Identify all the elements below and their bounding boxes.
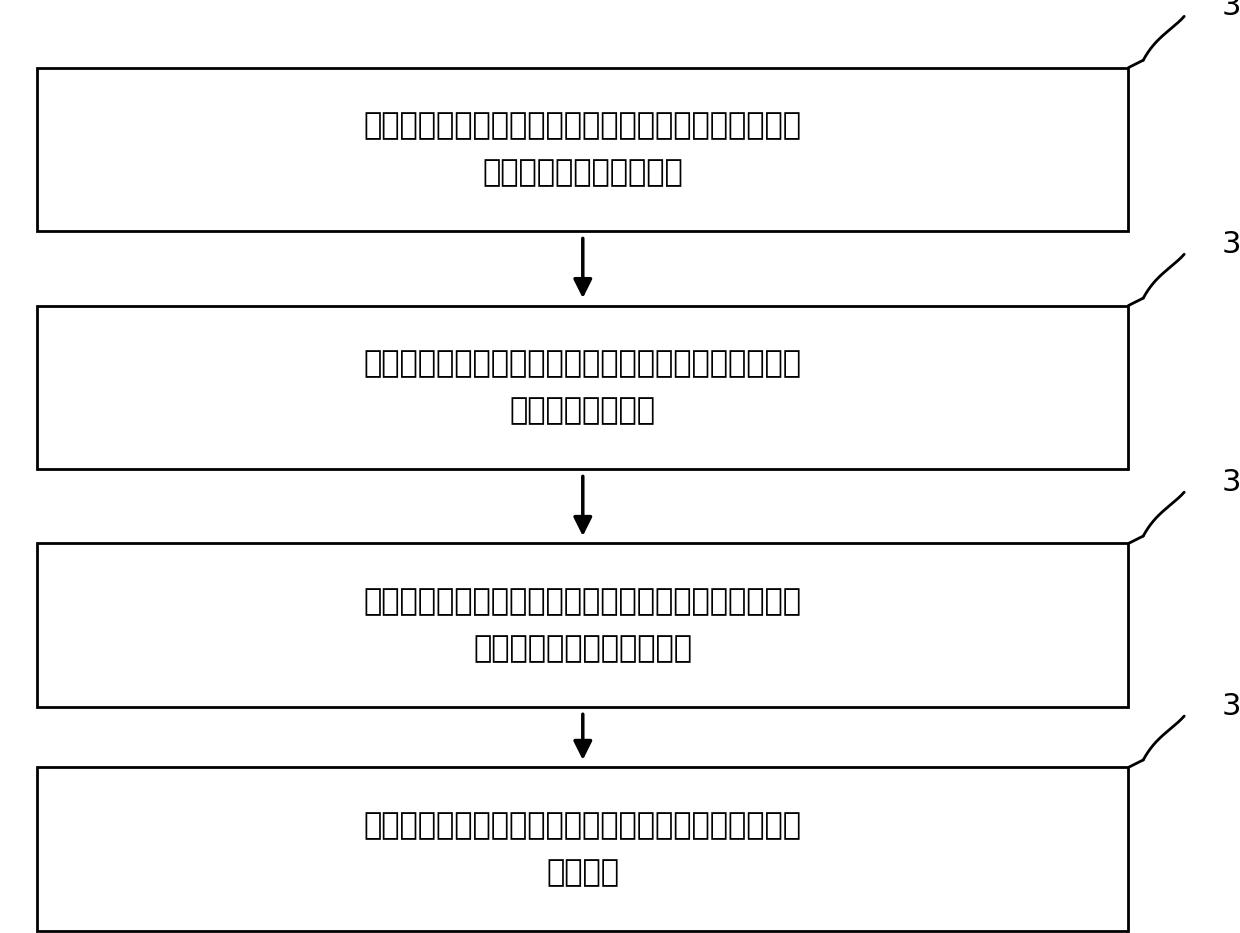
Text: 识别所述声音信号中的特征音频，并获取与所述特征音
频对应的提示信息: 识别所述声音信号中的特征音频，并获取与所述特征音 频对应的提示信息 bbox=[363, 349, 802, 425]
Bar bbox=[37, 306, 1128, 469]
Text: 308: 308 bbox=[1221, 692, 1240, 721]
Text: 304: 304 bbox=[1221, 230, 1240, 259]
Text: 302: 302 bbox=[1221, 0, 1240, 21]
Bar bbox=[37, 67, 1128, 231]
Text: 当所述耳机处于播放状态时，基于所述耳机上的麦克风
录制外部环境的声音信号: 当所述耳机处于播放状态时，基于所述耳机上的麦克风 录制外部环境的声音信号 bbox=[363, 111, 802, 188]
Text: 306: 306 bbox=[1221, 468, 1240, 497]
Bar bbox=[37, 543, 1128, 707]
Text: 检测用户的输入操作，并根据用户的输入操作处理所述
声音信号: 检测用户的输入操作，并根据用户的输入操作处理所述 声音信号 bbox=[363, 811, 802, 887]
Bar bbox=[37, 767, 1128, 931]
Text: 当检测到所述耳机暂停播放时，根据所述提示信息询问
用户当前录制内容是否关键: 当检测到所述耳机暂停播放时，根据所述提示信息询问 用户当前录制内容是否关键 bbox=[363, 587, 802, 663]
